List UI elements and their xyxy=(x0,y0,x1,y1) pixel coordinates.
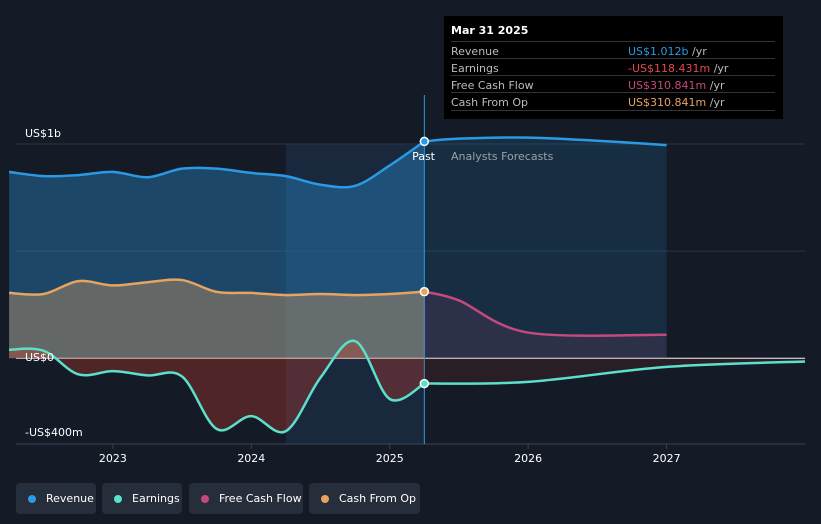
legend-label: Revenue xyxy=(46,492,94,505)
data-tooltip: Mar 31 2025 Revenue US$1.012b /yr Earnin… xyxy=(444,16,783,119)
tooltip-value: US$310.841m xyxy=(628,96,707,109)
cash-from-op-dot-icon xyxy=(321,494,329,503)
legend-label: Cash From Op xyxy=(339,492,417,505)
tooltip-label: Earnings xyxy=(451,62,499,75)
fcf-forecast-line xyxy=(424,290,667,337)
cfo-marker xyxy=(419,286,430,297)
earnings-dot-icon xyxy=(114,494,122,503)
gridlines xyxy=(16,95,805,445)
tooltip-label: Revenue xyxy=(451,45,499,58)
x-tick-label: 2026 xyxy=(514,452,542,465)
legend-item-cash-from-op[interactable]: Cash From Op xyxy=(309,483,420,514)
x-tick-label: 2025 xyxy=(376,452,404,465)
x-tick-label: 2024 xyxy=(237,452,265,465)
fcf-forecast-area xyxy=(424,291,667,359)
tooltip-value-wrap: US$310.841m /yr xyxy=(628,79,725,92)
revenue-forecast-line xyxy=(424,136,667,147)
x-tick-label: 2023 xyxy=(99,452,127,465)
tooltip-date: Mar 31 2025 xyxy=(451,24,529,37)
earnings-past-area xyxy=(9,340,425,433)
x-tick-label: 2027 xyxy=(653,452,681,465)
revenue-marker xyxy=(419,136,430,147)
legend-label: Earnings xyxy=(132,492,180,505)
revenue-dot-icon xyxy=(28,494,36,503)
cfo-past-line xyxy=(9,278,425,297)
forecast-label: Analysts Forecasts xyxy=(451,150,554,163)
revenue-past-area xyxy=(9,141,425,359)
tooltip-row-cfo: Cash From Op US$310.841m /yr xyxy=(451,92,775,111)
earnings-forecast-line xyxy=(424,360,806,385)
earnings-marker xyxy=(419,378,430,389)
legend-item-earnings[interactable]: Earnings xyxy=(102,483,182,514)
legend-item-revenue[interactable]: Revenue xyxy=(16,483,96,514)
revenue-past-line xyxy=(8,140,426,189)
tooltip-row-revenue: Revenue US$1.012b /yr xyxy=(451,41,775,59)
y-label-zero: US$0 xyxy=(25,351,54,364)
y-label-bottom: -US$400m xyxy=(25,426,83,439)
tooltip-unit: /yr xyxy=(710,62,729,75)
legend-label: Free Cash Flow xyxy=(219,492,302,505)
y-label-top: US$1b xyxy=(25,127,61,140)
past-label: Past xyxy=(412,150,436,163)
tooltip-unit: /yr xyxy=(706,96,725,109)
tooltip-unit: /yr xyxy=(706,79,725,92)
tooltip-label: Free Cash Flow xyxy=(451,79,534,92)
free-cash-flow-dot-icon xyxy=(201,494,209,503)
tooltip-row-earnings: Earnings -US$118.431m /yr xyxy=(451,58,775,76)
revenue-forecast-area xyxy=(424,137,667,359)
tooltip-value-wrap: US$1.012b /yr xyxy=(628,45,707,58)
earnings-past-line xyxy=(9,339,425,434)
tooltip-value-wrap: -US$118.431m /yr xyxy=(628,62,728,75)
tooltip-value: -US$118.431m xyxy=(628,62,711,75)
series-areas xyxy=(9,137,805,433)
series-lines xyxy=(8,136,806,434)
tooltip-value: US$310.841m xyxy=(628,79,707,92)
cfo-past-area xyxy=(9,279,425,359)
tooltip-unit: /yr xyxy=(688,45,707,58)
series-markers xyxy=(419,136,430,389)
x-axis-ticks: 2023 2024 2025 2026 2027 xyxy=(99,444,681,465)
tooltip-value: US$1.012b xyxy=(628,45,689,58)
legend-item-free-cash-flow[interactable]: Free Cash Flow xyxy=(189,483,303,514)
tooltip-row-fcf: Free Cash Flow US$310.841m /yr xyxy=(451,75,775,93)
tooltip-label: Cash From Op xyxy=(451,96,529,109)
tooltip-value-wrap: US$310.841m /yr xyxy=(628,96,725,109)
